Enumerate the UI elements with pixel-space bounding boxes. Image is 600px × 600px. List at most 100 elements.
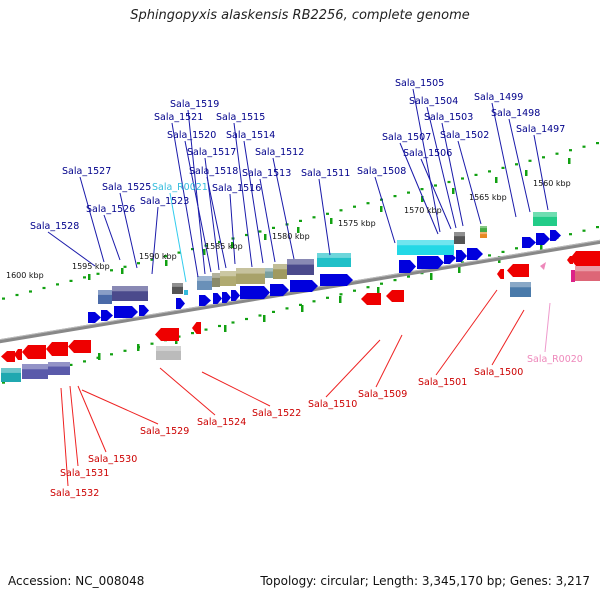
ruler-major-tick <box>165 260 168 266</box>
forward-gene-arrow <box>114 306 138 318</box>
gene-label: Sala_1529 <box>140 426 189 437</box>
gene-label: Sala_1515 <box>216 112 265 123</box>
gene-label: Sala_1531 <box>60 468 109 479</box>
upper-feature-box-highlight <box>236 268 265 274</box>
gene-label: Sala_1510 <box>308 399 357 410</box>
upper-feature-box <box>197 276 212 290</box>
lower-ruler-dot <box>582 229 586 232</box>
upper-ruler-dot <box>596 142 599 145</box>
upper-feature-box <box>212 273 220 287</box>
gene-leader-line <box>169 192 187 283</box>
gene-leader-line <box>77 385 107 453</box>
upper-feature-box-highlight <box>480 232 487 235</box>
gene-label: Sala_1502 <box>440 130 489 141</box>
gene-label: Sala_1523 <box>140 196 189 207</box>
upper-ruler-dot <box>245 233 248 237</box>
lower-feature-box-highlight <box>1 368 21 373</box>
lower-ruler-dot <box>393 279 397 282</box>
lower-ruler-dot <box>596 226 599 229</box>
upper-ruler-dot <box>83 276 86 279</box>
upper-ruler-dot <box>542 156 545 159</box>
gene-label: Sala_1517 <box>187 147 236 158</box>
upper-ruler-dot <box>488 170 491 173</box>
gene-leader-line <box>184 140 212 273</box>
ruler-major-tick <box>263 315 266 322</box>
ruler-major-tick <box>137 344 140 351</box>
gene-leader-line <box>171 122 199 278</box>
upper-ruler-dot <box>299 219 302 222</box>
upper-ruler-dot <box>2 297 5 300</box>
gene-leader-line <box>318 178 331 256</box>
lower-ruler-dot <box>258 314 262 317</box>
forward-gene-arrow <box>270 284 289 296</box>
lower-ruler-dot <box>272 310 275 313</box>
reverse-gene-arrow <box>46 342 68 356</box>
reverse-gene-arrow <box>1 351 15 362</box>
lower-feature-box-highlight <box>575 266 600 272</box>
reverse-gene-arrow <box>22 345 46 359</box>
reverse-gene-arrow <box>68 340 91 353</box>
gene-label: Sala_1498 <box>491 108 540 119</box>
rna-feature-box <box>184 290 188 295</box>
lower-feature-box <box>48 362 70 375</box>
forward-gene-arrow <box>213 293 222 304</box>
upper-feature-box <box>98 290 112 304</box>
forward-gene-arrow <box>320 274 353 286</box>
ruler-major-tick <box>452 188 455 194</box>
gene-label: Sala_1522 <box>252 408 301 419</box>
gene-leader-line <box>119 192 138 269</box>
gene-leader-line <box>544 302 551 353</box>
gene-leader-line <box>412 88 441 233</box>
gene-label: Sala_1524 <box>197 417 246 428</box>
upper-ruler-dot <box>501 166 505 169</box>
ruler-major-tick <box>380 206 383 212</box>
upper-feature-box <box>220 271 236 286</box>
gene-label: Sala_1511 <box>301 168 350 179</box>
gene-leader-line <box>69 385 79 467</box>
gene-leader-line <box>204 157 220 271</box>
upper-ruler-dot <box>353 205 356 208</box>
forward-gene-arrow <box>176 298 185 309</box>
gene-leader-line <box>243 140 264 264</box>
gene-leader-line <box>81 389 159 425</box>
upper-ruler-dot <box>339 209 343 212</box>
genome-title: Sphingopyxis alaskensis RB2256, complete… <box>130 8 470 23</box>
upper-feature-box <box>533 212 557 226</box>
lower-feature-box <box>571 270 575 282</box>
lower-feature-box <box>510 282 531 297</box>
ruler-kbp-label: 1565 kbp <box>469 193 507 202</box>
lower-feature-box-highlight <box>156 346 181 351</box>
lower-ruler-dot <box>218 324 221 328</box>
gene-leader-line <box>374 176 396 244</box>
ruler-kbp-label: 1575 kbp <box>338 219 376 228</box>
lower-ruler-dot <box>515 247 518 250</box>
gene-leader-line <box>325 339 381 398</box>
gene-leader-line <box>206 176 227 269</box>
ruler-kbp-label: 1595 kbp <box>72 262 110 271</box>
lower-ruler-dot <box>2 381 5 384</box>
lower-feature-box <box>575 266 600 281</box>
reverse-gene-arrow <box>14 349 22 360</box>
gene-leader-line <box>187 109 206 275</box>
ruler-kbp-label: 1570 kbp <box>404 206 442 215</box>
gene-label: Sala_1526 <box>86 204 135 215</box>
upper-ruler-dot <box>582 145 586 148</box>
gene-label: Sala_1514 <box>226 130 275 141</box>
reverse-gene-arrow <box>497 269 504 279</box>
lower-ruler-dot <box>231 321 235 324</box>
upper-ruler-dot <box>407 191 410 194</box>
gene-leader-line <box>60 387 69 487</box>
ruler-major-tick <box>88 274 91 280</box>
upper-feature-box-highlight <box>480 226 487 229</box>
gene-leader-line <box>47 231 96 267</box>
rna-feature-arrow <box>540 262 546 270</box>
reverse-gene-arrow <box>155 328 179 341</box>
upper-ruler-dot <box>191 248 194 251</box>
ruler-major-tick <box>458 266 461 273</box>
upper-ruler-dot <box>326 212 329 215</box>
lower-ruler-dot <box>326 296 329 299</box>
upper-ruler-dot <box>137 262 140 265</box>
ruler-major-tick <box>377 287 380 294</box>
ruler-kbp-label: 1580 kbp <box>272 232 310 241</box>
forward-gene-arrow <box>222 292 231 303</box>
